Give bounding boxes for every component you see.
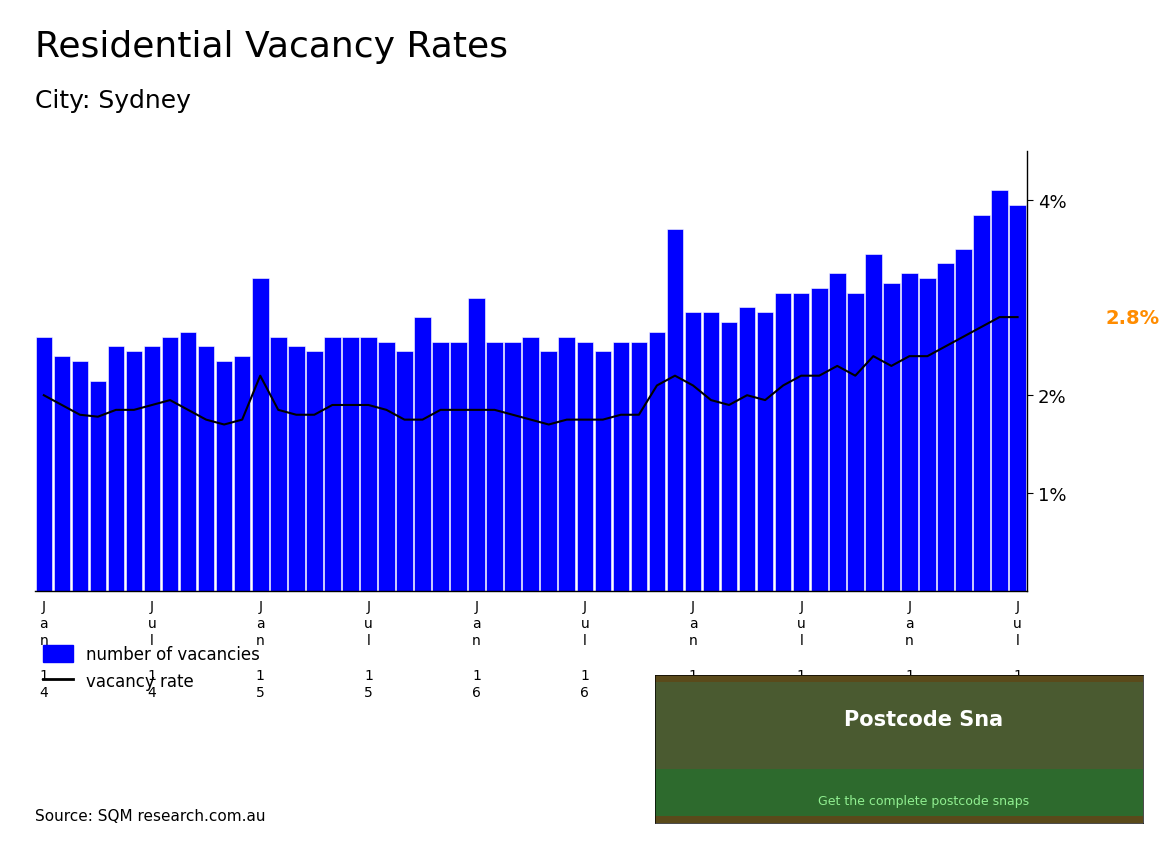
Bar (450, 342, 466, 591)
Bar (612, 342, 629, 591)
Text: Postcode Sna: Postcode Sna (843, 710, 1003, 729)
Bar (541, 352, 557, 591)
Bar (486, 342, 503, 591)
Bar (703, 313, 719, 591)
Bar (108, 347, 124, 591)
Text: Residential Vacancy Rates: Residential Vacancy Rates (35, 30, 508, 63)
Bar (144, 347, 160, 591)
Bar (655, 769, 1143, 816)
Bar (667, 230, 683, 591)
Bar (919, 279, 936, 591)
Bar (793, 294, 810, 591)
Bar (89, 381, 107, 591)
Bar (595, 352, 611, 591)
Bar (631, 342, 647, 591)
Bar (397, 352, 413, 591)
Bar (469, 298, 485, 591)
Bar (270, 338, 287, 591)
Bar (720, 322, 738, 591)
Bar (901, 273, 918, 591)
Bar (306, 352, 322, 591)
Bar (414, 317, 430, 591)
Bar (378, 342, 394, 591)
Bar (505, 342, 521, 591)
Text: Source: SQM research.com.au: Source: SQM research.com.au (35, 808, 266, 823)
Bar (756, 313, 774, 591)
Bar (198, 347, 215, 591)
Bar (433, 342, 449, 591)
Bar (324, 338, 341, 591)
Bar (655, 682, 1143, 769)
Bar (1009, 206, 1025, 591)
Bar (360, 338, 377, 591)
Text: Get the complete postcode snaps: Get the complete postcode snaps (818, 794, 1029, 807)
Bar (216, 361, 232, 591)
Bar (36, 338, 52, 591)
Bar (342, 338, 358, 591)
Bar (522, 338, 539, 591)
Bar (161, 338, 179, 591)
Bar (577, 342, 593, 591)
Bar (937, 264, 954, 591)
Bar (53, 357, 70, 591)
Bar (811, 289, 827, 591)
Bar (288, 347, 305, 591)
Bar (648, 333, 665, 591)
Bar (234, 357, 251, 591)
Bar (992, 191, 1008, 591)
Bar (775, 294, 791, 591)
Bar (883, 284, 900, 591)
Text: 2.8%: 2.8% (1105, 308, 1160, 327)
Bar (252, 279, 268, 591)
Bar (829, 273, 846, 591)
Bar (955, 250, 972, 591)
Bar (72, 361, 88, 591)
Bar (739, 308, 755, 591)
Bar (684, 313, 702, 591)
Bar (847, 294, 863, 591)
Bar (865, 254, 882, 591)
Legend: number of vacancies, vacancy rate: number of vacancies, vacancy rate (43, 646, 260, 690)
Bar (125, 352, 143, 591)
Bar (558, 338, 575, 591)
Text: City: Sydney: City: Sydney (35, 89, 190, 112)
Bar (973, 215, 989, 591)
Bar (180, 333, 196, 591)
